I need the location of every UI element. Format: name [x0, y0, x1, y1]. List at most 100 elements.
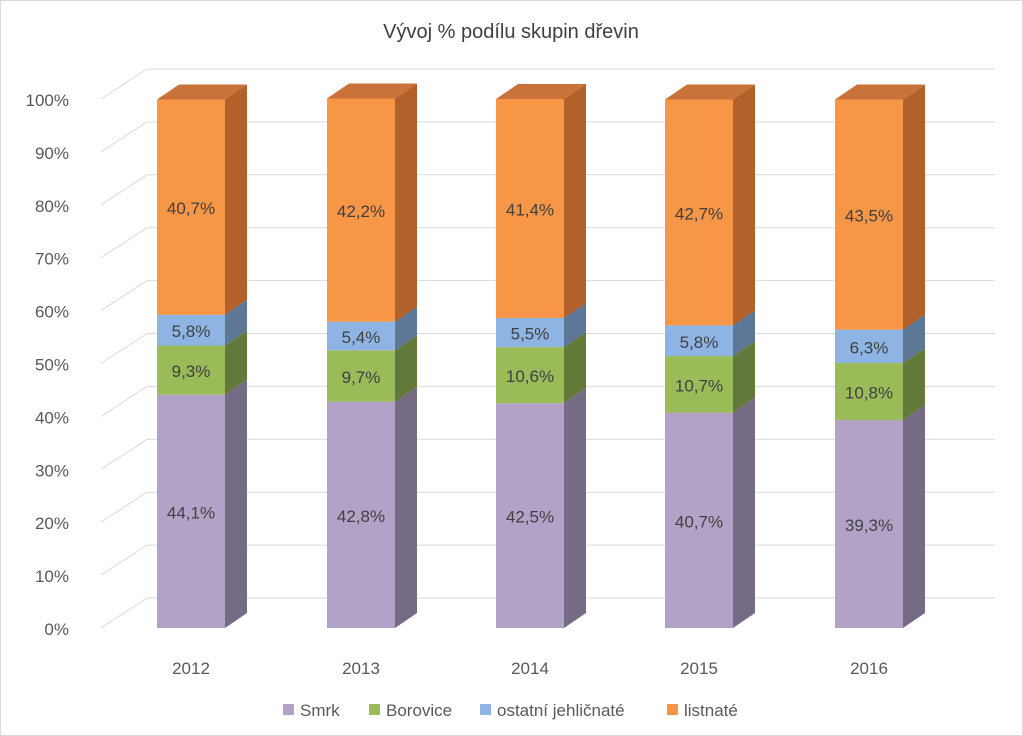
bar-segment — [665, 325, 733, 357]
bar-side — [225, 299, 247, 346]
data-label: 40,7% — [167, 199, 215, 218]
bar-side — [395, 306, 417, 351]
bar-segment — [157, 345, 225, 395]
data-label: 42,2% — [337, 202, 385, 221]
legend-swatch — [283, 704, 294, 715]
bar-top — [157, 84, 247, 100]
bar-segment — [665, 412, 733, 628]
y-tick-label: 20% — [35, 514, 69, 533]
data-label: 9,3% — [172, 362, 211, 381]
y-tick-label: 70% — [35, 250, 69, 269]
bar-side — [733, 310, 755, 357]
data-label: 40,7% — [675, 512, 723, 531]
x-tick-label: 2013 — [342, 659, 380, 678]
bar-top — [327, 83, 417, 99]
y-tick-label: 80% — [35, 197, 69, 216]
bar-top — [665, 84, 755, 100]
bar-stack-2014: 42,5% 10,6% 5,5% 41,4% — [496, 84, 586, 628]
data-label: 6,3% — [850, 338, 889, 357]
chart-title: Vývoj % podílu skupin dřevin — [383, 21, 639, 43]
bar-segment — [496, 403, 564, 628]
legend-label: listnaté — [684, 701, 738, 720]
data-label: 5,8% — [680, 333, 719, 352]
bars: 44,1% 9,3% 5,8% 40,7% 42,8% 9,7% 5,4% 42,2% 42,5… — [157, 83, 925, 628]
bar-segment — [157, 99, 225, 315]
legend-item: Smrk — [283, 701, 340, 720]
gridline — [100, 68, 995, 100]
legend-swatch — [369, 704, 380, 715]
legend: Smrk Borovice ostatní jehličnaté listnaté — [283, 701, 738, 720]
data-label: 5,5% — [511, 325, 550, 344]
data-label: 39,3% — [845, 516, 893, 535]
data-label: 41,4% — [506, 201, 554, 220]
bar-segment — [496, 318, 564, 348]
bar-side — [903, 405, 925, 628]
data-label: 44,1% — [167, 503, 215, 522]
data-label: 43,5% — [845, 207, 893, 226]
bar-side — [395, 83, 417, 322]
y-tick-label: 0% — [44, 620, 69, 639]
bar-stack-2013: 42,8% 9,7% 5,4% 42,2% — [327, 83, 417, 628]
bar-segment — [157, 314, 225, 346]
bar-side — [733, 84, 755, 326]
bar-side — [225, 330, 247, 395]
legend-swatch — [480, 704, 491, 715]
legend-label: Smrk — [300, 701, 340, 720]
x-tick-label: 2014 — [511, 659, 549, 678]
data-label: 10,8% — [845, 384, 893, 403]
bar-side — [395, 335, 417, 402]
data-label: 42,5% — [506, 508, 554, 527]
x-tick-label: 2015 — [680, 659, 718, 678]
legend-item: ostatní jehličnaté — [480, 701, 625, 720]
legend-label: ostatní jehličnaté — [497, 701, 625, 720]
legend-item: listnaté — [667, 701, 738, 720]
bar-side — [564, 388, 586, 628]
bar-stack-2012: 44,1% 9,3% 5,8% 40,7% — [157, 84, 247, 628]
bar-side — [903, 314, 925, 363]
data-label: 42,7% — [675, 204, 723, 223]
y-tick-label: 100% — [26, 91, 69, 110]
bar-side — [564, 84, 586, 319]
y-tick-label: 60% — [35, 303, 69, 322]
bar-stack-2016: 39,3% 10,8% 6,3% 43,5% — [835, 84, 925, 628]
data-label: 10,7% — [675, 376, 723, 395]
bar-segment — [665, 99, 733, 326]
bar-segment — [157, 394, 225, 628]
x-tick-label: 2012 — [172, 659, 210, 678]
bar-stack-2015: 40,7% 10,7% 5,8% 42,7% — [665, 84, 755, 628]
bar-segment — [835, 420, 903, 628]
bar-segment — [496, 347, 564, 404]
y-tick-label: 30% — [35, 461, 69, 480]
legend-item: Borovice — [369, 701, 452, 720]
bar-segment — [835, 362, 903, 421]
data-label: 5,8% — [172, 322, 211, 341]
bar-segment — [327, 321, 395, 351]
legend-swatch — [667, 704, 678, 715]
y-tick-label: 10% — [35, 567, 69, 586]
x-axis: 2012 2013 2014 2015 2016 — [172, 659, 888, 678]
x-tick-label: 2016 — [850, 659, 888, 678]
bar-side — [733, 397, 755, 628]
data-label: 42,8% — [337, 507, 385, 526]
y-tick-label: 50% — [35, 356, 69, 375]
bar-side — [225, 379, 247, 628]
y-tick-label: 90% — [35, 144, 69, 163]
bar-side — [395, 386, 417, 628]
bar-top — [835, 84, 925, 100]
bar-side — [225, 84, 247, 315]
bar-segment — [835, 99, 903, 330]
bar-segment — [665, 356, 733, 413]
bar-segment — [327, 98, 395, 322]
data-label: 10,6% — [506, 367, 554, 386]
bar-side — [733, 341, 755, 413]
bar-side — [903, 84, 925, 330]
y-axis: 0% 10% 20% 30% 40% 50% 60% 70% 80% 90% 100% — [26, 91, 69, 639]
bar-side — [564, 303, 586, 348]
bar-segment — [327, 350, 395, 402]
data-label: 9,7% — [342, 368, 381, 387]
bar-side — [903, 347, 925, 421]
data-label: 5,4% — [342, 328, 381, 347]
y-tick-label: 40% — [35, 408, 69, 427]
